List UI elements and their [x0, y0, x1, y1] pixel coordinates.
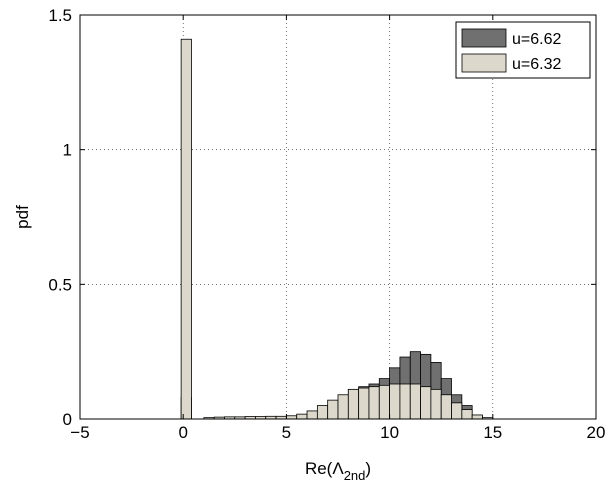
legend-label-u662: u=6.62 [512, 31, 561, 48]
x-axis-label: Re(Λ2nd) [305, 459, 371, 483]
y-tick-label: 1.5 [48, 6, 72, 25]
legend-swatch-u632 [461, 53, 507, 73]
bar-series-1 [358, 387, 370, 420]
plot-frame [79, 14, 597, 420]
bar-series-1 [451, 402, 463, 420]
bar-series-1 [378, 384, 390, 420]
bar-series-1 [327, 399, 339, 420]
bar-series-1 [461, 409, 473, 420]
x-axis-label-subscript: 2nd [344, 468, 366, 483]
bar-series-1 [368, 386, 380, 420]
legend-swatch-u662 [461, 28, 507, 48]
bar-series-1 [420, 386, 432, 420]
y-tick-label: 0 [63, 410, 72, 429]
bar-series-1 [389, 383, 401, 420]
y-tick-label: 1 [63, 141, 72, 160]
bar-series-1 [409, 383, 421, 420]
x-tick-label: −5 [70, 423, 89, 442]
y-axis-label: pdf [13, 205, 32, 229]
bar-series-1 [430, 388, 442, 420]
bar-series-1 [316, 405, 329, 420]
x-tick-label: 0 [178, 423, 187, 442]
bar-series-1 [296, 413, 308, 420]
bar-series-1 [347, 388, 360, 420]
histogram-bars [180, 38, 494, 420]
x-tick-label: 15 [483, 423, 502, 442]
bar-series-1 [471, 414, 483, 420]
x-tick-label: 5 [282, 423, 291, 442]
axis-ticks [79, 14, 597, 420]
x-tick-label: 20 [587, 423, 606, 442]
x-axis-label-main: Re(Λ [305, 459, 344, 478]
legend: u=6.62 u=6.32 [455, 21, 591, 79]
x-axis-label-close: ) [365, 459, 371, 478]
bar-series-1 [337, 394, 349, 420]
x-tick-label: 10 [380, 423, 399, 442]
bar-series-1 [180, 38, 192, 420]
y-tick-label: 0.5 [48, 275, 72, 294]
bar-series-1 [440, 394, 452, 420]
legend-label-u632: u=6.32 [512, 56, 561, 73]
bar-series-1 [306, 410, 318, 420]
bar-series-1 [399, 383, 411, 420]
